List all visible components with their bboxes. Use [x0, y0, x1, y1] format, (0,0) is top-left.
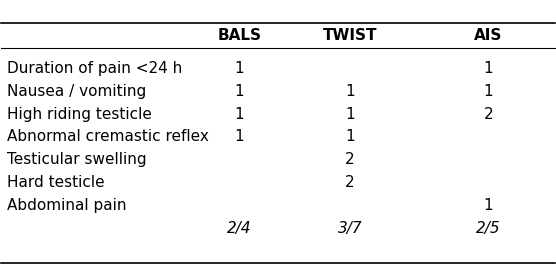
- Text: 2/4: 2/4: [227, 221, 251, 236]
- Text: Nausea / vomiting: Nausea / vomiting: [7, 84, 146, 99]
- Text: 2: 2: [345, 175, 355, 190]
- Text: TWIST: TWIST: [322, 28, 377, 43]
- Text: 2: 2: [483, 107, 493, 122]
- Text: 1: 1: [345, 84, 355, 99]
- Text: Abnormal cremastic reflex: Abnormal cremastic reflex: [7, 130, 209, 144]
- Text: 1: 1: [235, 61, 244, 76]
- Text: AIS: AIS: [474, 28, 503, 43]
- Text: 2: 2: [345, 152, 355, 167]
- Text: 1: 1: [483, 61, 493, 76]
- Text: Abdominal pain: Abdominal pain: [7, 198, 126, 213]
- Text: 3/7: 3/7: [337, 221, 362, 236]
- Text: BALS: BALS: [217, 28, 261, 43]
- Text: 1: 1: [235, 107, 244, 122]
- Text: Testicular swelling: Testicular swelling: [7, 152, 147, 167]
- Text: 2/5: 2/5: [476, 221, 500, 236]
- Text: 1: 1: [235, 130, 244, 144]
- Text: 1: 1: [345, 130, 355, 144]
- Text: 1: 1: [483, 84, 493, 99]
- Text: Hard testicle: Hard testicle: [7, 175, 105, 190]
- Text: High riding testicle: High riding testicle: [7, 107, 152, 122]
- Text: Duration of pain <24 h: Duration of pain <24 h: [7, 61, 182, 76]
- Text: 1: 1: [345, 107, 355, 122]
- Text: 1: 1: [483, 198, 493, 213]
- Text: 1: 1: [235, 84, 244, 99]
